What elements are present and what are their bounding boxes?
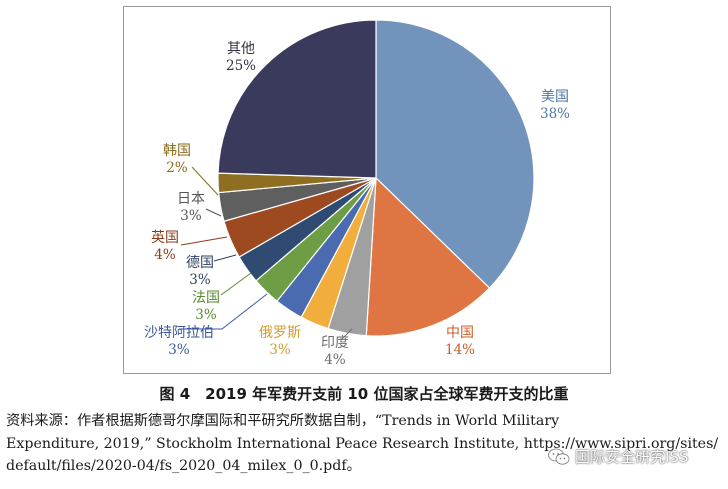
watermark: 国际安全研究ISS [548,446,688,467]
pie-slice [365,176,491,337]
slice-label: 韩国 [163,143,191,159]
slice-percent-label: 3% [189,272,211,288]
leader-line [205,208,222,217]
slice-percent-label: 2% [166,160,188,176]
slice-label: 英国 [151,229,179,246]
slice-percent-label: 25% [226,58,256,74]
leader-line [213,254,237,262]
source-line: 资料来源：作者根据斯德哥尔摩国际和平研究所数据自制，“Trends in Wor… [6,413,560,429]
slice-label: 美国 [541,89,569,105]
slice-label: 日本 [177,191,205,207]
slice-label: 沙特阿拉伯 [144,325,214,341]
leader-line [220,272,252,296]
wechat-icon [548,448,570,465]
watermark-text: 国际安全研究ISS [575,448,689,466]
slice-label: 俄罗斯 [259,325,301,341]
slice-label: 其他 [227,41,255,57]
slice-percent-label: 3% [195,307,217,323]
pie-chart: 美国38%中国14%印度4%俄罗斯3%沙特阿拉伯3%法国3%德国3%英国4%日本… [144,19,570,368]
source-line: default/files/2020-04/fs_2020_04_milex_0… [6,458,361,474]
source-line: Expenditure, 2019,” Stockholm Internatio… [6,435,719,452]
slice-label: 法国 [192,290,220,306]
slice-label: 中国 [446,325,474,341]
slice-percent-label: 4% [154,247,176,263]
pie-slice [217,19,377,179]
slice-percent-label: 3% [180,208,202,224]
leader-line [180,236,228,246]
pie-slice [375,19,535,289]
chart-frame: 美国 38% 中国 14% 印度 4% 俄罗斯 3% 沙特阿拉伯 3% 法国 3% 德国 3% 英国 4% 日本… [123,6,611,374]
source-note: 资料来源：作者根据斯德哥尔摩国际和平研究所数据自制，“Trends in Wor… [6,410,718,478]
slice-label: 印度 [321,335,349,351]
slice-percent-label: 3% [168,342,190,358]
leader-line [341,328,353,340]
slice-label: 德国 [186,255,214,271]
figure-caption: 图 4 2019 年军费开支前 10 位国家占全球军费开支的比重 [159,385,569,403]
slice-percent-label: 4% [324,352,346,368]
leader-line [191,166,219,196]
slice-percent-label: 3% [269,342,291,358]
slice-percent-label: 38% [540,106,570,122]
slice-percent-label: 14% [445,342,475,358]
leader-line [179,293,268,330]
